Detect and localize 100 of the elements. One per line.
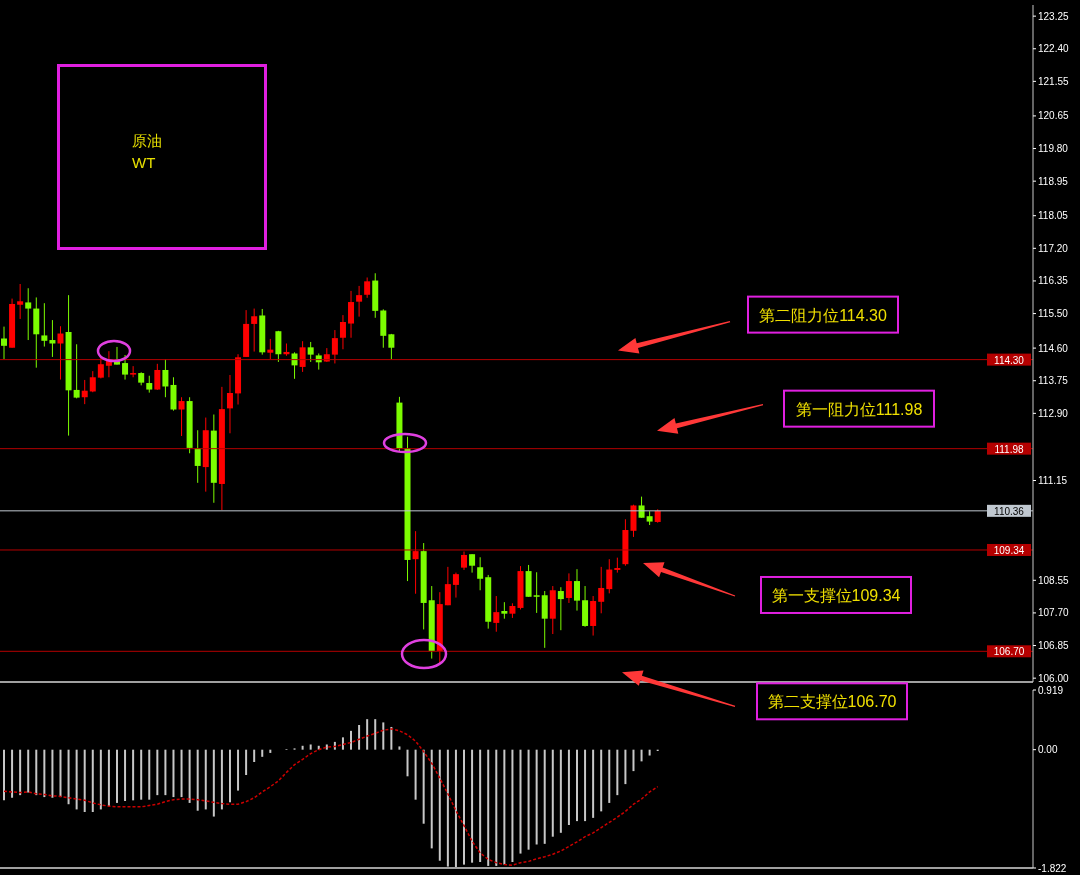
bar [535,749,538,845]
candlestick [226,374,233,434]
y-tick-label: 116.35 [1038,275,1069,287]
candlestick [194,429,201,484]
candlestick [251,308,258,353]
bar [366,719,369,750]
bar [124,749,127,801]
candlestick [299,340,306,373]
bar [180,749,183,798]
bar [446,749,449,867]
bar [341,737,344,750]
bar [228,749,231,803]
y-tick-label: 121.55 [1038,75,1070,87]
candlestick [348,290,355,339]
bar [543,749,546,844]
bar [438,749,441,861]
bar [19,749,22,796]
bar [608,749,611,803]
candlestick [307,341,314,363]
candlestick [412,530,419,595]
bar [503,749,506,865]
y-tick-label: 113.75 [1038,375,1069,387]
bar [551,749,554,837]
candlestick [73,343,80,399]
candlestick [81,379,88,405]
candlestick [493,595,500,633]
y-tick-label: 107.70 [1038,607,1070,619]
bar [406,749,409,777]
annotation: 第一支撑位109.34 [771,586,901,604]
bar [204,749,207,810]
candlestick [557,586,564,631]
bar [148,749,151,800]
y-tick-label: 108.55 [1038,574,1070,586]
bar [567,749,570,826]
bar [398,746,401,750]
ref-line-label: 106.70 [993,646,1025,658]
bar [188,749,191,803]
bar [27,749,30,793]
bar [156,749,159,796]
y-tick-label: 120.65 [1038,110,1070,122]
bar [43,749,46,798]
candlestick [25,287,32,341]
bar [261,749,264,757]
bar [115,749,118,803]
bar [75,749,78,810]
bar [196,749,199,811]
bar [3,749,5,801]
bar [414,749,417,800]
bar [245,749,248,776]
bar [422,749,425,824]
y-tick-label: 0.919 [1038,684,1064,696]
candlestick [267,338,274,360]
bar [11,749,14,798]
candlestick [573,568,580,612]
bar [430,749,433,849]
candlestick [469,553,476,574]
bar [584,749,587,822]
y-tick-label: 111.15 [1038,475,1068,487]
candlestick [57,325,64,381]
bar [479,749,482,863]
bar [592,749,595,818]
bar [382,722,385,750]
bar [140,749,143,800]
bar [164,749,167,796]
candlestick [356,285,363,318]
candlestick [533,571,540,614]
candlestick [339,314,346,350]
bar [463,749,466,865]
bar [632,749,635,772]
bar [600,749,603,812]
bar [107,749,110,807]
candlestick [291,351,298,380]
bar [519,749,522,854]
bar [253,749,256,763]
bar [237,749,240,791]
bar [91,749,94,813]
candlestick [122,354,129,381]
candlestick [49,319,56,358]
bar [527,749,530,850]
candlestick [477,556,484,591]
candlestick [461,551,468,571]
bar [648,749,651,756]
candlestick [364,276,371,299]
candlestick [388,333,395,360]
bar [212,749,215,817]
y-tick-label: 122.40 [1038,43,1070,55]
candlestick [638,496,645,519]
y-tick-label: 0.00 [1038,744,1058,756]
bar [51,749,54,798]
candlestick [162,358,169,398]
bar [325,744,328,750]
candlestick [444,566,451,606]
bar [624,749,627,785]
y-tick-label: 115.50 [1038,308,1069,320]
bar [358,725,361,750]
candlestick [541,590,548,649]
y-tick-label: 106.00 [1038,672,1070,684]
ref-line-label: 111.98 [994,443,1024,455]
annotation: 第二阻力位114.30 [759,306,887,324]
candlestick [41,302,48,348]
